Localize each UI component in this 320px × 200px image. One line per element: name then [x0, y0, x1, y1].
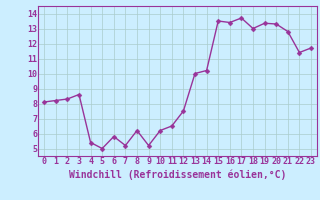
X-axis label: Windchill (Refroidissement éolien,°C): Windchill (Refroidissement éolien,°C): [69, 169, 286, 180]
